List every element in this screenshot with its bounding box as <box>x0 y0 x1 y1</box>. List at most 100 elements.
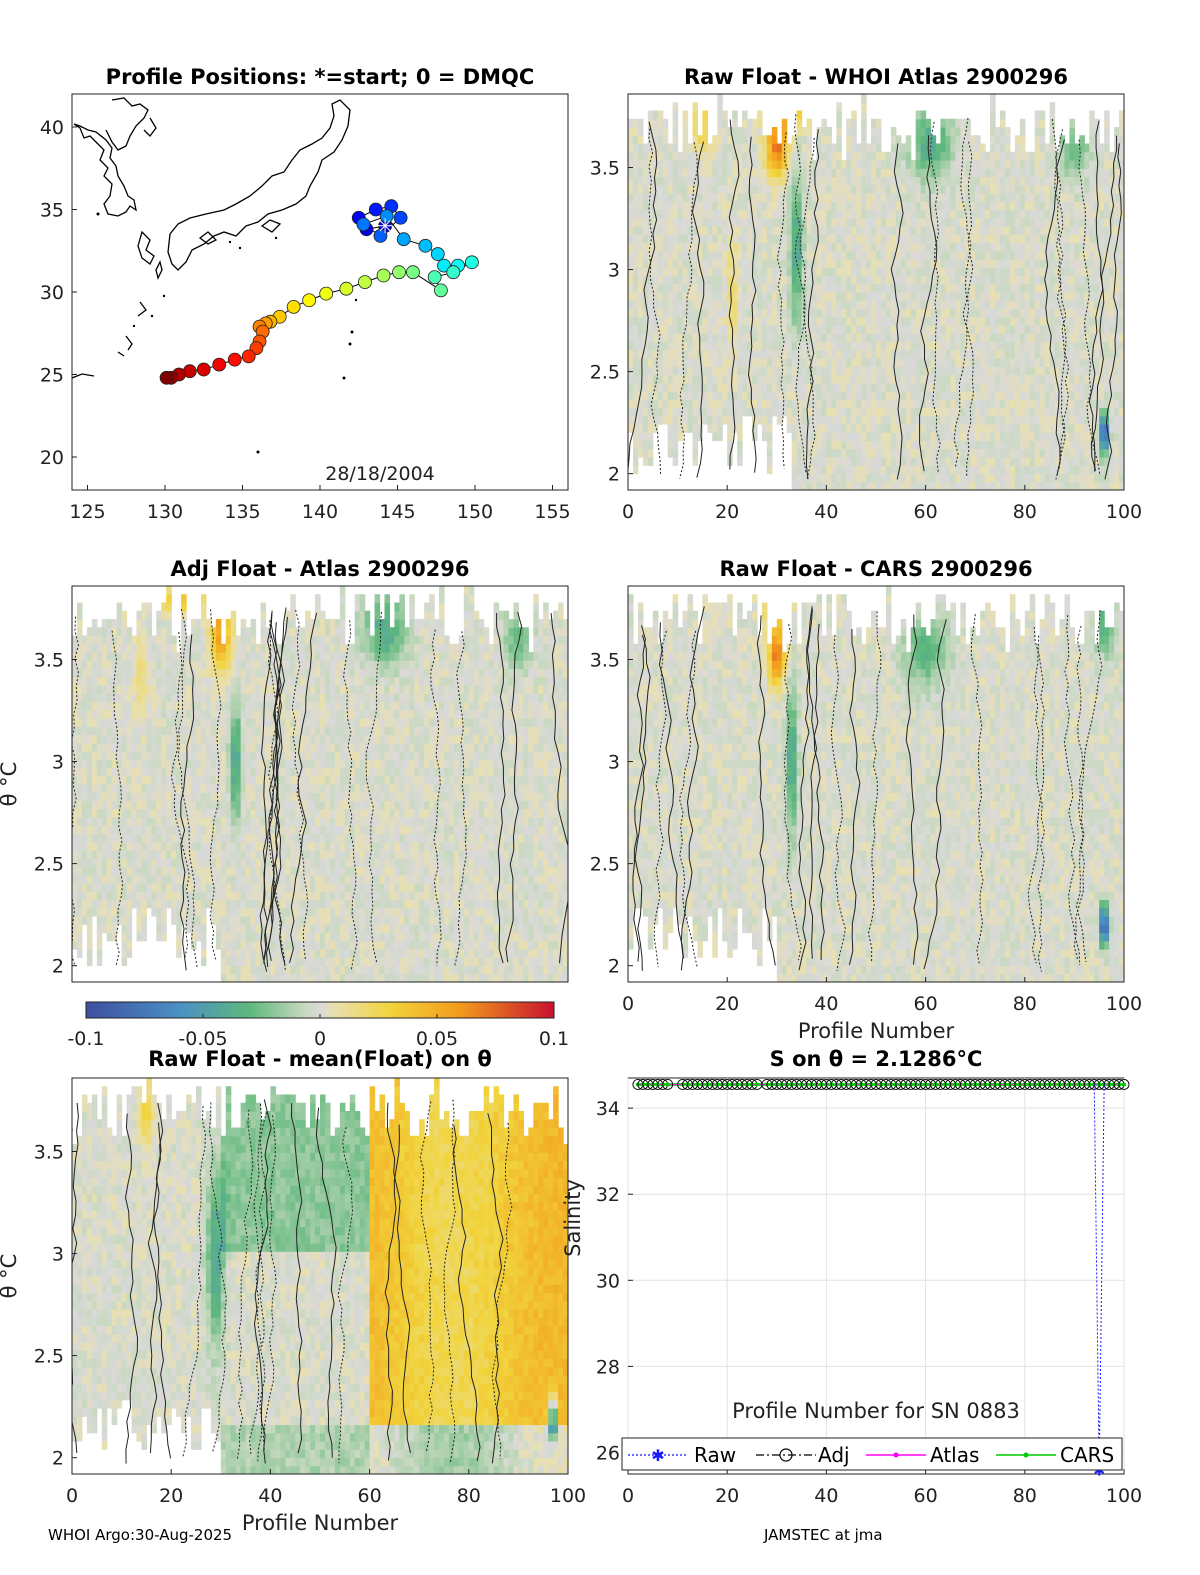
heatmap-cell <box>925 407 932 417</box>
heatmap-cell <box>1119 110 1124 120</box>
heatmap-cell <box>722 217 728 227</box>
heatmap-cell <box>717 143 723 153</box>
heatmap-cell <box>995 201 1001 211</box>
heatmap-cell <box>866 193 872 202</box>
heatmap-cell <box>866 415 872 425</box>
heatmap-cell <box>1099 465 1105 475</box>
heatmap-cell <box>1119 457 1124 466</box>
heatmap-cell <box>801 176 808 186</box>
heatmap-cell <box>717 283 723 293</box>
heatmap-cell <box>1044 374 1051 384</box>
heatmap-cell <box>900 267 907 277</box>
heatmap-cell <box>1089 382 1095 392</box>
heatmap-cell <box>880 234 887 244</box>
heatmap-cell <box>975 160 981 169</box>
heatmap-cell <box>791 184 798 194</box>
heatmap-cell <box>1094 415 1100 425</box>
heatmap-cell <box>995 160 1001 169</box>
heatmap-cell <box>841 366 847 376</box>
heatmap-cell <box>1084 432 1090 442</box>
heatmap-cell <box>141 775 147 785</box>
heatmap-cell <box>111 825 118 835</box>
heatmap-cell <box>806 448 813 458</box>
heatmap-cell <box>1014 432 1021 442</box>
heatmap-cell <box>806 226 813 235</box>
heatmap-cell <box>985 448 991 458</box>
heatmap-cell <box>657 242 664 252</box>
heatmap-cell <box>786 193 793 202</box>
heatmap-cell <box>1000 424 1006 433</box>
heatmap-cell <box>766 366 773 376</box>
heatmap-cell <box>1024 259 1031 268</box>
heatmap-cell <box>682 209 689 219</box>
heatmap-cell <box>1104 333 1110 343</box>
heatmap-cell <box>990 325 996 334</box>
heatmap-cell <box>692 184 699 194</box>
heatmap-cell <box>821 407 827 417</box>
heatmap-cell <box>866 176 872 186</box>
heatmap-cell <box>1109 176 1115 186</box>
heatmap-cell <box>821 341 827 351</box>
heatmap-cell <box>756 283 763 293</box>
heatmap-cell <box>930 168 937 178</box>
heatmap-cell <box>781 382 788 392</box>
heatmap-cell <box>111 924 118 934</box>
heatmap-cell <box>866 275 872 285</box>
heatmap-cell <box>126 676 133 686</box>
heatmap-cell <box>717 168 723 178</box>
heatmap-cell <box>682 168 689 178</box>
heatmap-cell <box>647 325 654 334</box>
heatmap-cell <box>712 358 718 367</box>
heatmap-cell <box>766 316 773 326</box>
heatmap-cell <box>940 184 947 194</box>
heatmap-cell <box>712 267 718 277</box>
heatmap-cell <box>776 209 783 219</box>
heatmap-cell <box>1049 316 1056 326</box>
heatmap-cell <box>1114 465 1120 475</box>
heatmap-cell <box>821 292 827 301</box>
heatmap-cell <box>1039 366 1046 376</box>
heatmap-cell <box>970 193 976 202</box>
heatmap-cell <box>96 767 103 777</box>
heatmap-cell <box>1029 201 1036 211</box>
heatmap-cell <box>652 325 659 334</box>
heatmap-cell <box>985 242 991 252</box>
heatmap-cell <box>707 391 713 400</box>
heatmap-cell <box>1059 358 1066 367</box>
heatmap-cell <box>632 292 639 301</box>
heatmap-cell <box>1064 391 1071 400</box>
heatmap-cell <box>732 407 738 417</box>
heatmap-cell <box>657 110 664 120</box>
heatmap-cell <box>851 382 857 392</box>
heatmap-cell <box>712 391 718 400</box>
heatmap-cell <box>821 226 827 235</box>
heatmap-cell <box>1029 316 1036 326</box>
heatmap-cell <box>1109 242 1115 252</box>
heatmap-cell <box>747 292 753 301</box>
heatmap-cell <box>900 349 907 359</box>
contour-line <box>795 137 815 474</box>
heatmap-cell <box>1049 374 1056 384</box>
heatmap-cell <box>1114 292 1120 301</box>
heatmap-cell <box>1074 341 1080 351</box>
heatmap-cell <box>657 127 664 136</box>
heatmap-cell <box>76 858 83 868</box>
heatmap-cell <box>91 718 98 727</box>
heatmap-cell <box>1019 292 1026 301</box>
heatmap-cell <box>732 118 738 128</box>
heatmap-cell <box>786 407 793 417</box>
heatmap-cell <box>727 382 733 392</box>
heatmap-cell <box>831 465 837 475</box>
heatmap-cell <box>1069 168 1075 178</box>
heatmap-cell <box>1000 226 1006 235</box>
heatmap-cell <box>72 643 78 653</box>
heatmap-cell <box>1084 193 1090 202</box>
heatmap-cell <box>111 660 118 670</box>
heatmap-cell <box>1104 160 1110 169</box>
heatmap-cell <box>1099 407 1105 417</box>
heatmap-cell <box>116 759 123 769</box>
heatmap-cell <box>836 465 842 475</box>
heatmap-cell <box>1094 201 1100 211</box>
heatmap-cell <box>136 883 143 892</box>
heatmap-cell <box>146 784 152 793</box>
